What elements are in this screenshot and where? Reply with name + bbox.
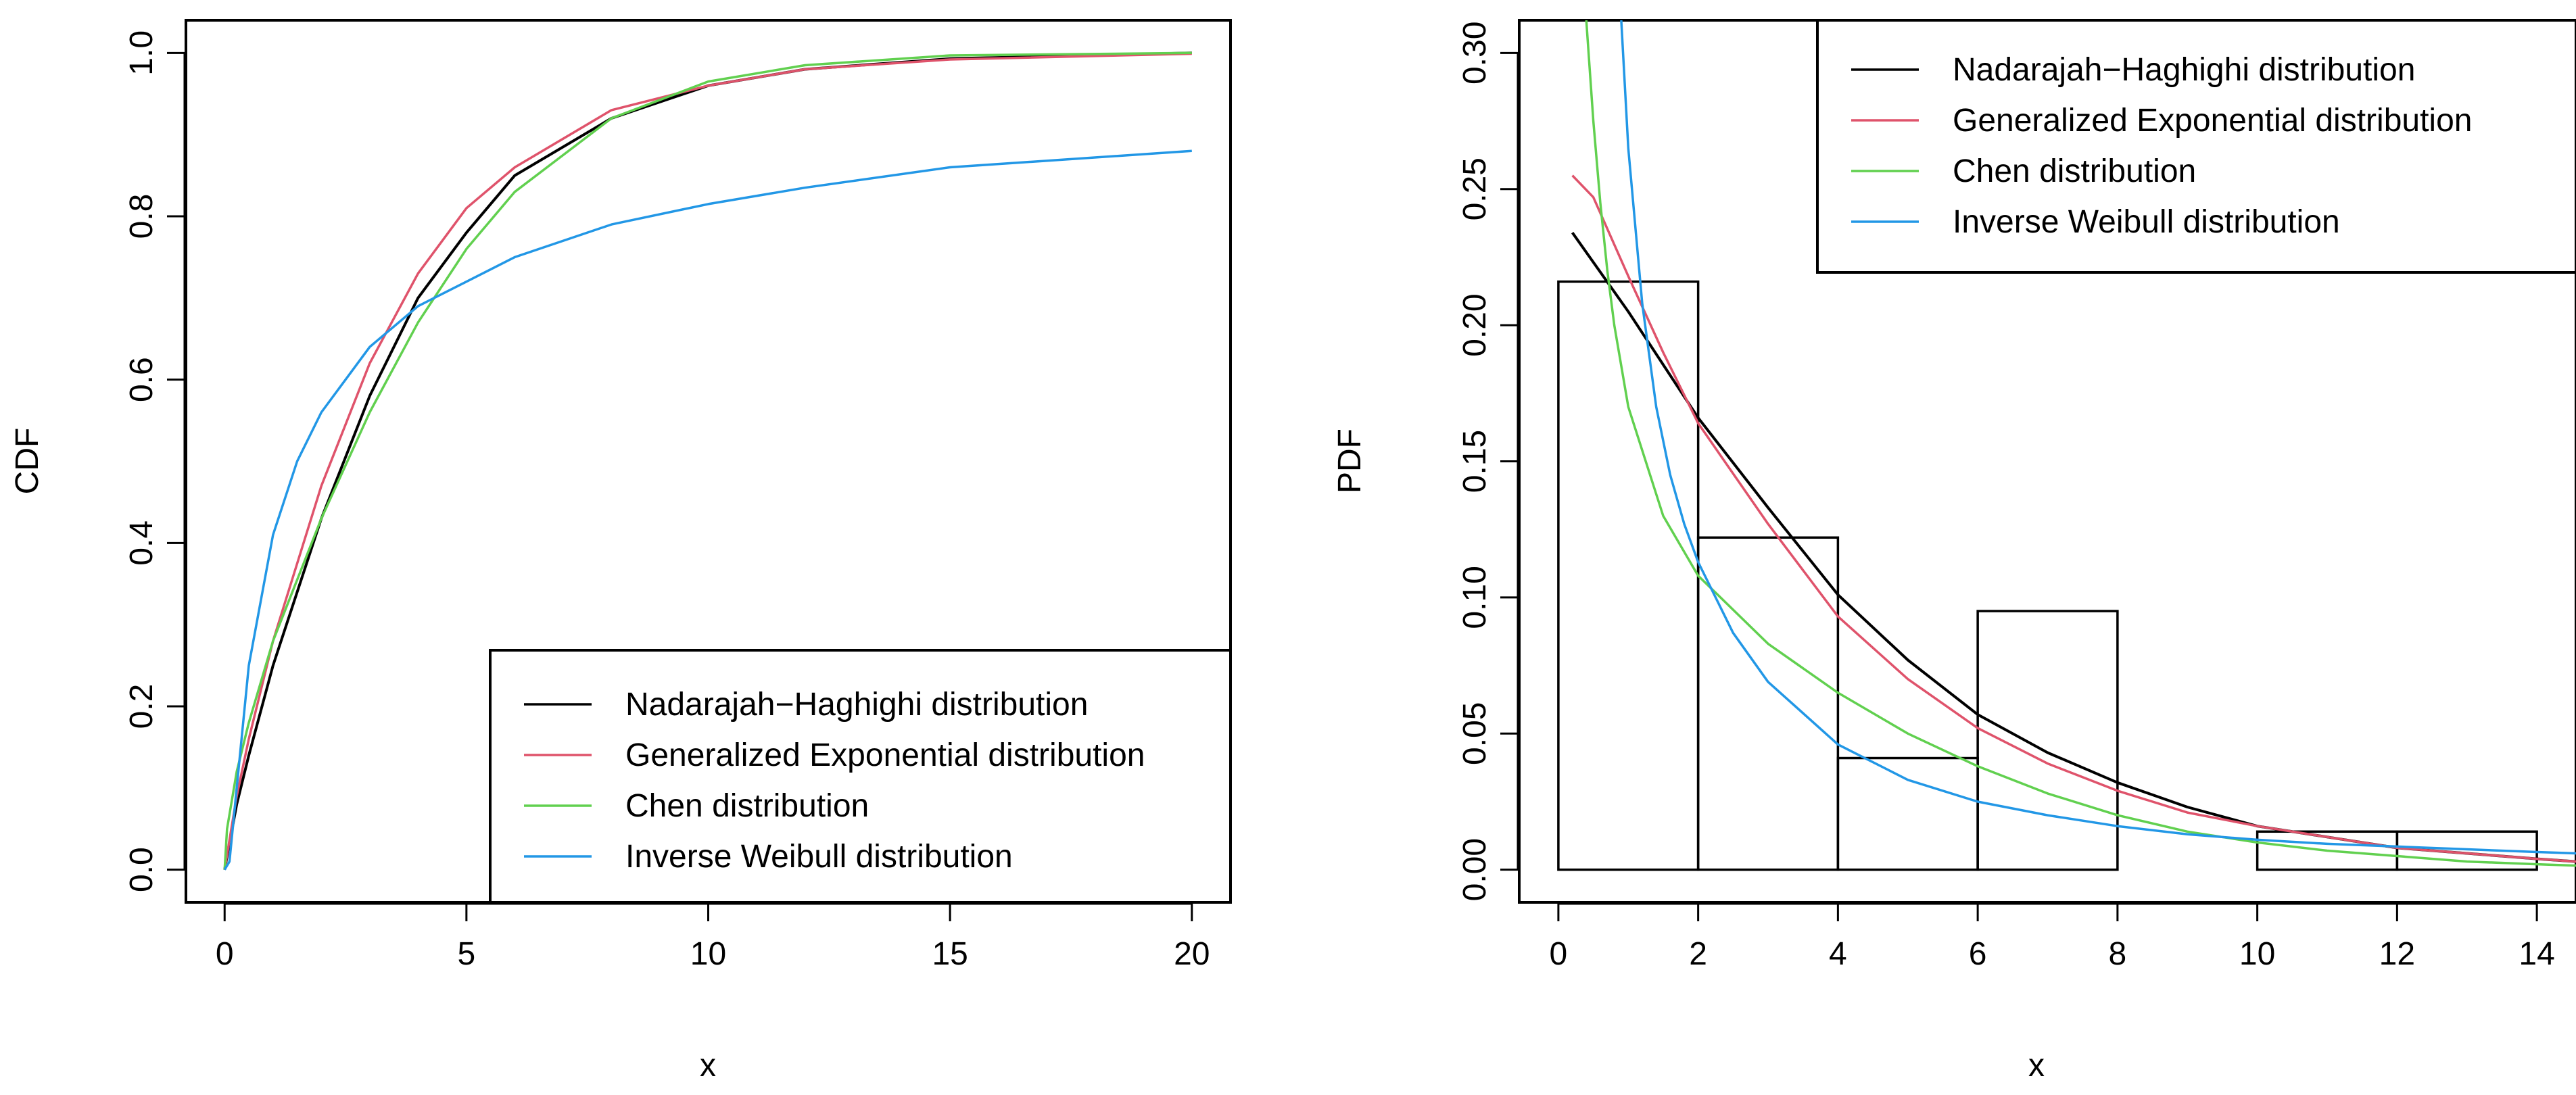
cdf-legend: Nadarajah−Haghighi distribution Generali… — [489, 649, 1232, 904]
pdf-x-tick-label: 8 — [2109, 936, 2127, 972]
pdf-y-tick-label: 0.05 — [1457, 702, 1493, 765]
cdf-x-axis: 0 5 10 15 20 — [216, 902, 1210, 972]
cdf-x-tick-label: 15 — [932, 936, 968, 972]
pdf-y-axis-title: PDF — [1332, 429, 1368, 493]
pdf-y-axis: 0.00 0.05 0.10 0.15 0.20 0.25 0.30 — [1457, 22, 1519, 901]
pdf-x-tick-label: 0 — [1550, 936, 1568, 972]
cdf-y-tick-label: 0.8 — [124, 194, 160, 239]
cdf-curves — [223, 51, 1192, 871]
pdf-legend: Nadarajah−Haghighi distribution Generali… — [1816, 19, 2576, 274]
cdf-y-axis-title: CDF — [9, 428, 45, 495]
pdf-y-tick-label: 0.20 — [1457, 293, 1493, 356]
pdf-y-tick-label: 0.00 — [1457, 838, 1493, 901]
pdf-y-tick-label: 0.25 — [1457, 157, 1493, 220]
cdf-y-tick-label: 1.0 — [124, 30, 160, 76]
pdf-panel: 0 2 4 6 8 10 12 14 0.00 0.05 0.10 0.15 0.20 0.25 0.30… — [1332, 19, 2576, 1084]
pdf-legend-label-ge: Generalized Exponential distribution — [1953, 103, 2472, 139]
cdf-y-tick-label: 0.0 — [124, 847, 160, 892]
cdf-y-tick-label: 0.2 — [124, 684, 160, 729]
cdf-x-tick-label: 20 — [1174, 936, 1210, 972]
cdf-legend-label-iw: Inverse Weibull distribution — [625, 839, 1013, 875]
histogram-bar — [1976, 610, 2119, 871]
cdf-y-tick-label: 0.6 — [124, 357, 160, 402]
histogram-bar — [1696, 536, 1840, 871]
pdf-curve-iw — [1620, 20, 2576, 855]
cdf-legend-label-chen: Chen distribution — [625, 788, 869, 824]
cdf-x-tick-label: 10 — [690, 936, 726, 972]
cdf-curve-iw — [223, 149, 1192, 871]
histogram-bar — [1557, 280, 1700, 871]
pdf-curve-nh — [1571, 232, 2576, 863]
pdf-y-tick-label: 0.10 — [1457, 566, 1493, 629]
pdf-legend-label-iw: Inverse Weibull distribution — [1953, 204, 2340, 240]
histogram-bar — [2395, 830, 2538, 871]
pdf-x-tick-label: 6 — [1969, 936, 1987, 972]
cdf-legend-label-nh: Nadarajah−Haghighi distribution — [625, 687, 1088, 723]
cdf-curve-ge — [223, 52, 1192, 870]
pdf-y-tick-label: 0.30 — [1457, 22, 1493, 84]
cdf-x-tick-label: 0 — [216, 936, 234, 972]
pdf-x-tick-label: 12 — [2379, 936, 2415, 972]
pdf-x-tick-label: 14 — [2519, 936, 2554, 972]
cdf-legend-box — [489, 649, 1232, 904]
cdf-y-axis: 0.0 0.2 0.4 0.6 0.8 1.0 — [124, 30, 186, 892]
cdf-x-tick-label: 5 — [458, 936, 476, 972]
pdf-legend-label-chen: Chen distribution — [1953, 153, 2196, 189]
pdf-x-tick-label: 2 — [1689, 936, 1707, 972]
cdf-legend-label-ge: Generalized Exponential distribution — [625, 737, 1145, 773]
pdf-x-tick-label: 4 — [1829, 936, 1847, 972]
pdf-x-axis: 0 2 4 6 8 10 12 14 — [1550, 902, 2555, 972]
pdf-curve-ge — [1571, 174, 2576, 863]
cdf-x-axis-title: x — [700, 1048, 716, 1084]
pdf-curve-chen — [1585, 20, 2576, 867]
cdf-panel: 0 5 10 15 20 0.0 0.2 0.4 0.6 0.8 1.0 x CDF Nadara… — [9, 19, 1232, 1084]
pdf-legend-label-nh: Nadarajah−Haghighi distribution — [1953, 52, 2415, 88]
pdf-curves — [1571, 20, 2576, 867]
histogram-bar — [1836, 756, 1979, 871]
cdf-y-tick-label: 0.4 — [124, 520, 160, 566]
pdf-legend-box — [1816, 19, 2576, 274]
pdf-x-tick-label: 10 — [2239, 936, 2275, 972]
pdf-x-axis-title: x — [2028, 1048, 2045, 1084]
pdf-y-tick-label: 0.15 — [1457, 430, 1493, 493]
